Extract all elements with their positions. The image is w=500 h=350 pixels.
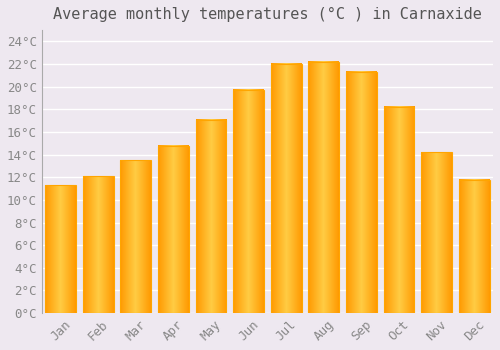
Bar (308, 62, 340, 313)
Title: Average monthly temperatures (°C ) in Carnaxide: Average monthly temperatures (°C ) in Ca… (53, 7, 482, 22)
Bar (271, 64, 302, 313)
Bar (196, 119, 226, 313)
Bar (459, 180, 490, 313)
Bar (384, 107, 414, 313)
Bar (346, 72, 377, 313)
Bar (421, 152, 452, 313)
Bar (83, 176, 114, 313)
Bar (120, 160, 151, 313)
Bar (158, 146, 189, 313)
Bar (233, 90, 264, 313)
Bar (45, 185, 76, 313)
